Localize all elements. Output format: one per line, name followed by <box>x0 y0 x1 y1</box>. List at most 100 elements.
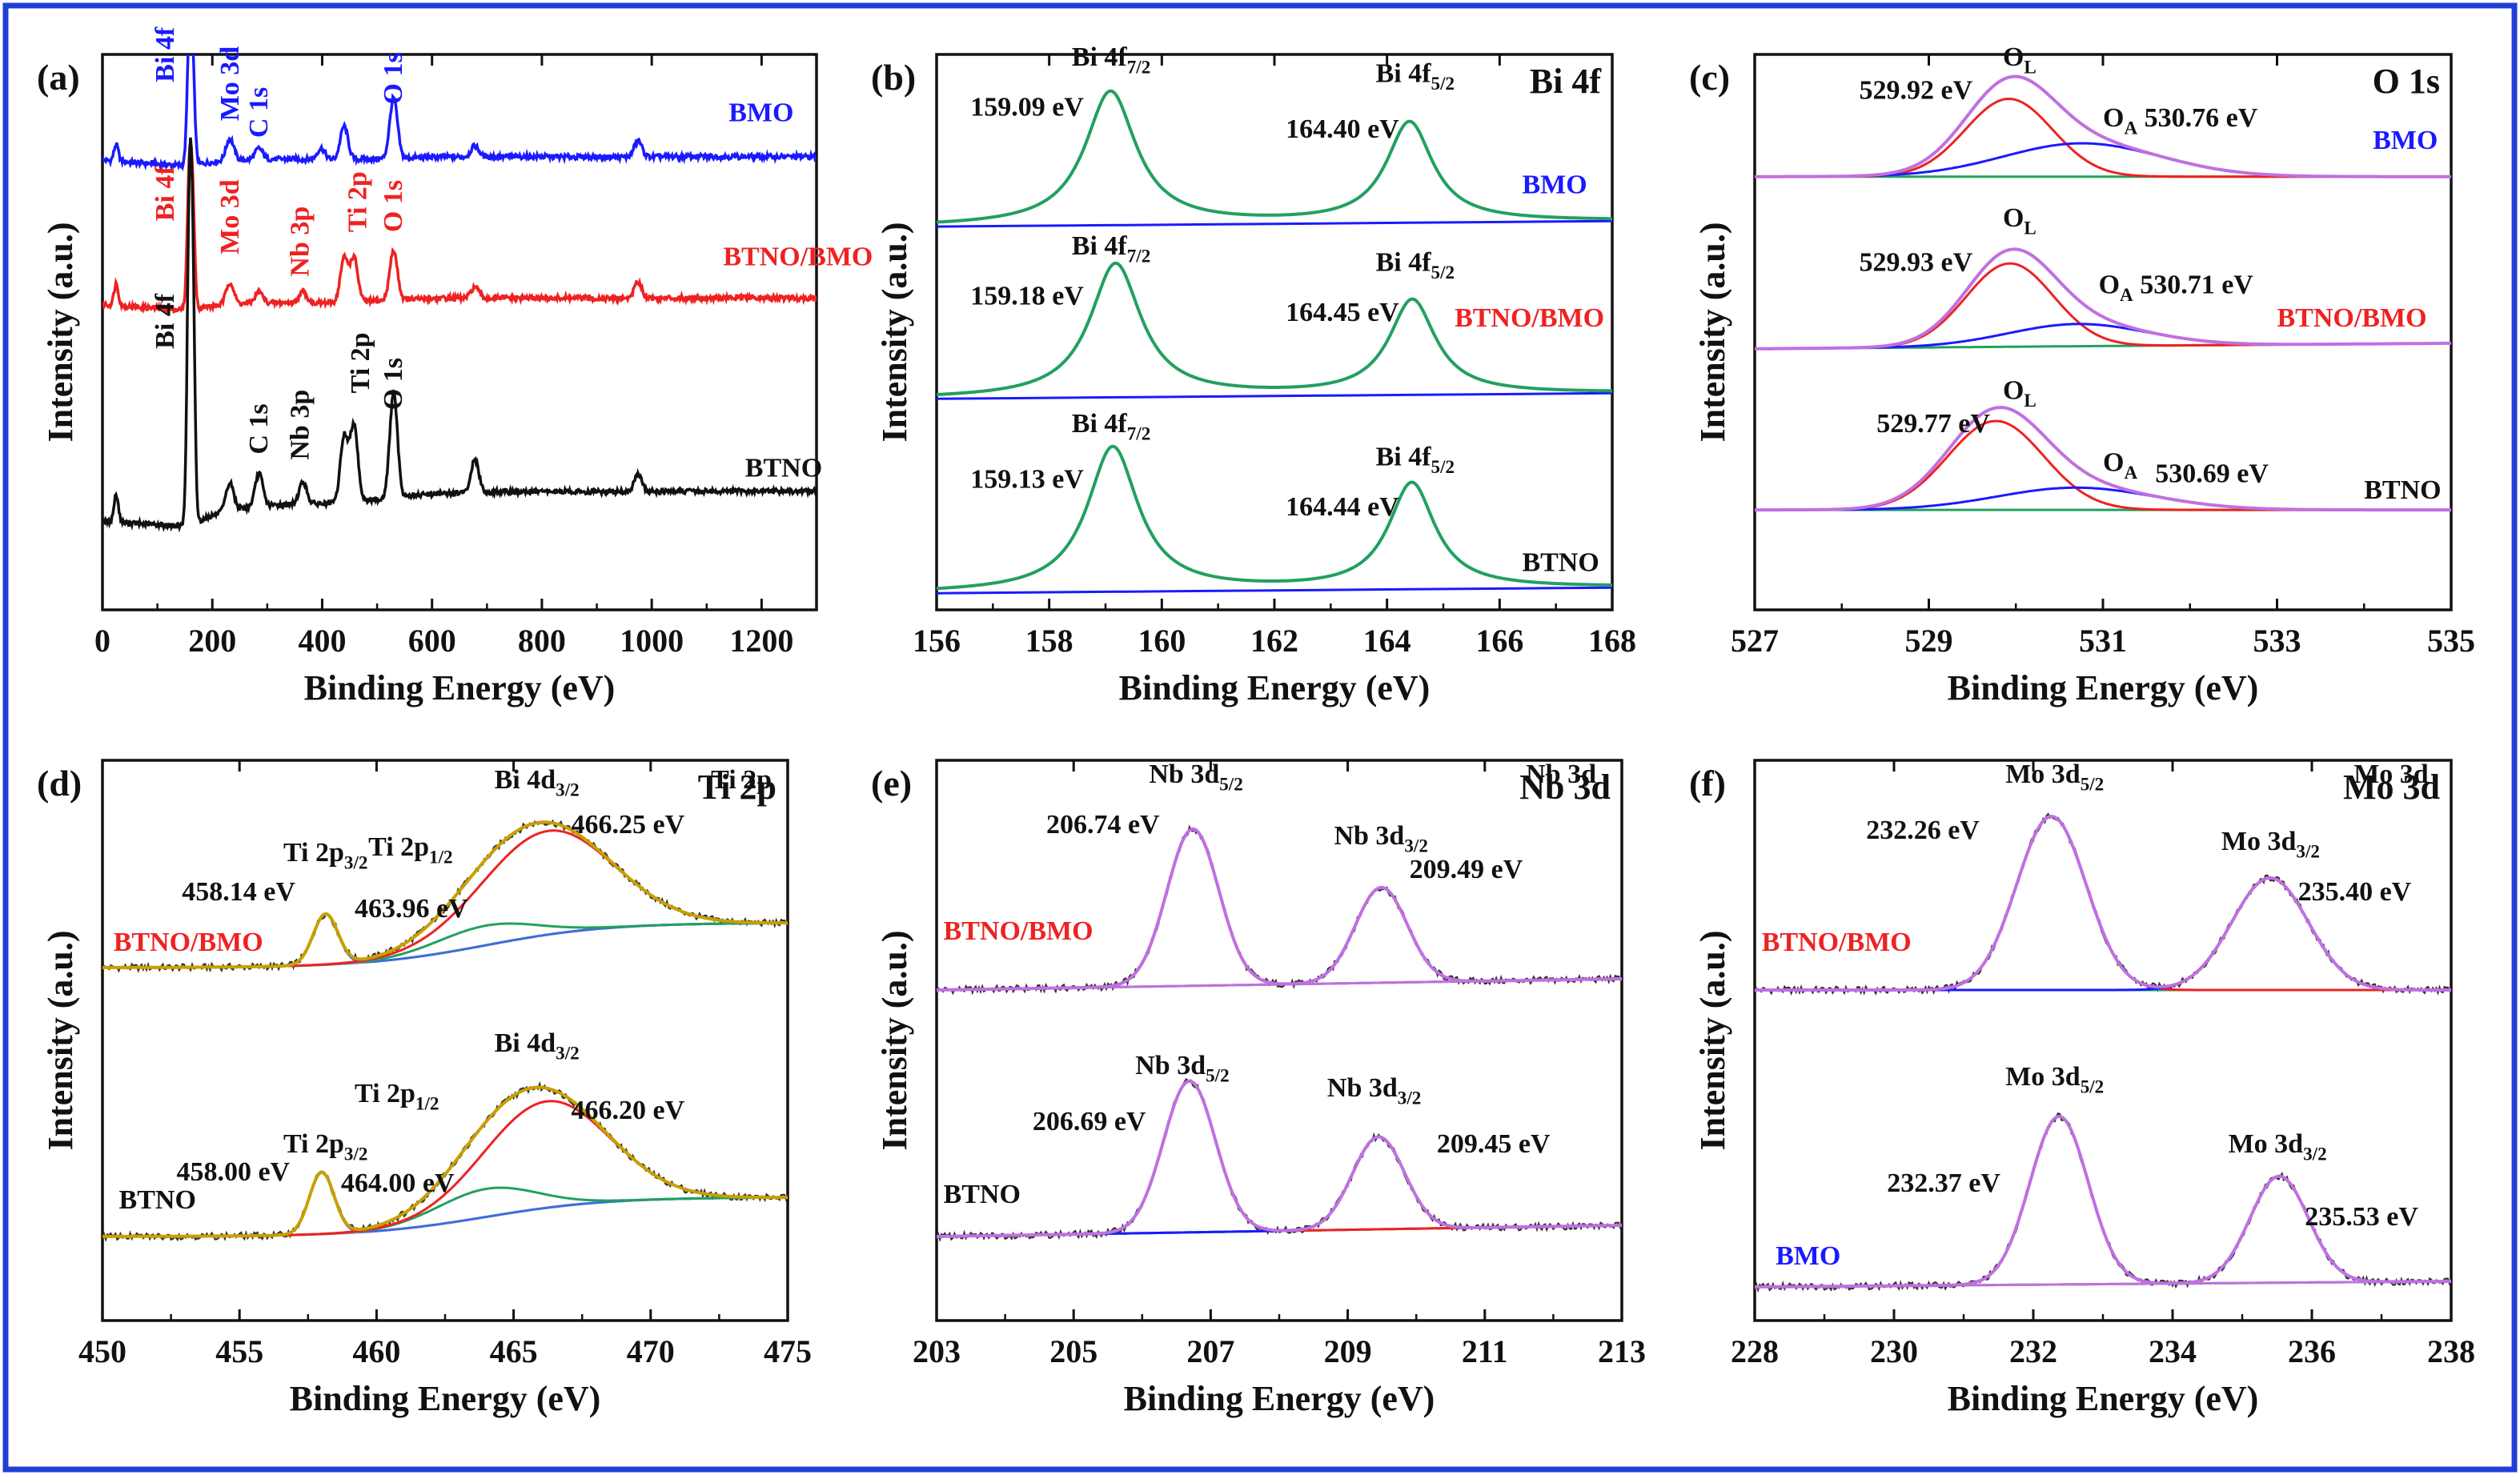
panel-title: Ti 2p <box>698 768 776 807</box>
x-tick-label: 207 <box>1186 1333 1234 1369</box>
annotation-164-44-ev: 164.44 eV <box>1286 492 1399 522</box>
plot-frame <box>101 53 818 611</box>
x-tick-label: 158 <box>1025 623 1073 659</box>
panel-label: (f) <box>1689 763 1726 804</box>
panel-title: Mo 3d <box>2343 768 2440 807</box>
series-bmo-envelope <box>1755 74 2451 178</box>
x-axis-label: Binding Energy (eV) <box>1124 1379 1435 1418</box>
annotation-o-1s: O 1s <box>379 358 408 410</box>
annotation-btno: BTNO <box>745 453 822 483</box>
plot-area <box>937 824 1622 1243</box>
series-bmo <box>102 54 817 173</box>
annotation-o-l: OL <box>2003 42 2036 78</box>
annotation-o-1s: O 1s <box>379 52 408 104</box>
series-btno-fit <box>937 444 1612 591</box>
annotations: OL 529.92 eV OA 530.76 eV BMO OL 529.93 eV OA … <box>1860 42 2442 505</box>
annotation-mo-3d3-2: Mo 3d3/2 <box>2221 827 2320 863</box>
x-tick-label: 465 <box>490 1333 538 1369</box>
x-tick-label: 470 <box>627 1333 675 1369</box>
x-tick-label: 0 <box>94 623 110 659</box>
series-btno-bmo-component-0 <box>937 828 1622 992</box>
annotation-o-a-530-71-ev: OA 530.71 eV <box>2099 270 2254 306</box>
panel-label: (d) <box>37 763 82 804</box>
x-axis-label: Binding Energy (eV) <box>1119 668 1431 707</box>
x-tick-label: 1200 <box>729 623 793 659</box>
annotation-466-20-ev: 466.20 eV <box>572 1096 685 1125</box>
annotation-209-49-ev: 209.49 eV <box>1410 855 1523 884</box>
series-btno-bmo-envelope <box>937 827 1622 992</box>
x-tick-label: 162 <box>1250 623 1298 659</box>
series-bmo <box>1755 1112 2451 1293</box>
annotation-o-l: OL <box>2003 203 2036 239</box>
annotation-btno: BTNO <box>2364 475 2441 505</box>
annotation-mo-3d: Mo 3d <box>215 46 245 122</box>
panel-title: Nb 3d <box>1519 768 1611 807</box>
series-btno-bmo <box>102 819 788 973</box>
x-tick-label: 168 <box>1588 623 1636 659</box>
y-axis-label: Intensity (a.u.) <box>1693 222 1732 442</box>
annotations: Bi 4f7/2 159.09 eV Bi 4f5/2 164.40 eV BMO Bi … <box>970 42 1604 578</box>
series-bmo <box>937 89 1612 228</box>
annotation-mo-3d5-2: Mo 3d5/2 <box>2005 1062 2104 1098</box>
x-tick-label: 156 <box>913 623 961 659</box>
plot-area <box>1755 74 2451 512</box>
series-btno-bmo <box>1755 812 2451 996</box>
annotation-bi-4f7-2: Bi 4f7/2 <box>1072 231 1150 267</box>
annotation-ti-2p3-2: Ti 2p3/2 <box>283 1129 367 1165</box>
y-axis-label: Intensity (a.u.) <box>875 930 914 1150</box>
annotation-bi-4d3-2: Bi 4d3/2 <box>495 1028 580 1064</box>
x-tick-label: 535 <box>2427 623 2475 659</box>
series-bmo-envelope <box>1755 1115 2451 1289</box>
annotation-nb-3d5-2: Nb 3d5/2 <box>1135 1051 1229 1087</box>
annotation-o-l: OL <box>2003 375 2036 411</box>
series-btno-bmo-fit <box>937 261 1612 396</box>
annotation-bi-4f5-2: Bi 4f5/2 <box>1376 443 1455 479</box>
annotation-mo-3d5-2: Mo 3d5/2 <box>2005 760 2104 796</box>
x-tick-label: 160 <box>1138 623 1186 659</box>
annotation-nb-3p: Nb 3p <box>285 390 315 460</box>
x-tick-label: 164 <box>1363 623 1411 659</box>
annotation-ti-2p: Ti 2p <box>346 332 375 393</box>
series-btno-bmo-raw <box>937 824 1622 996</box>
annotation-458-14-ev: 458.14 eV <box>182 877 295 907</box>
series-btno-envelope <box>1755 406 2451 512</box>
x-tick-label: 450 <box>78 1333 126 1369</box>
annotation-529-92-ev: 529.92 eV <box>1860 76 1973 106</box>
series-btno-line <box>102 137 817 533</box>
x-axis-label: Binding Energy (eV) <box>304 668 616 707</box>
annotation-btno-bmo: BTNO/BMO <box>114 928 263 957</box>
annotation-ti-2p1-2: Ti 2p1/2 <box>355 1079 439 1115</box>
series-btno-bmo-line <box>102 142 817 315</box>
annotation-btno-bmo: BTNO/BMO <box>944 916 1093 946</box>
x-tick-label: 211 <box>1462 1333 1508 1369</box>
series-btno-raw <box>937 1077 1622 1243</box>
annotation-529-77-ev: 529.77 eV <box>1876 409 1990 439</box>
x-tick-label: 455 <box>215 1333 263 1369</box>
panel-f: 228 230 232 234 236 238 Binding Energy (eV) Int… <box>1689 759 2475 1418</box>
annotation-bmo: BMO <box>2373 126 2438 155</box>
x-tick-label: 1000 <box>620 623 684 659</box>
annotation-159-09-ev: 159.09 eV <box>970 92 1084 122</box>
annotation-ti-2p: Ti 2p <box>343 171 372 232</box>
series-btno-bmo <box>102 142 817 315</box>
series-btno-bmo-envelope <box>1755 814 2451 992</box>
series-btno-bmo-envelope <box>102 820 788 969</box>
x-tick-label: 209 <box>1324 1333 1372 1369</box>
annotation-bi-4d3-2: Bi 4d3/2 <box>495 765 580 801</box>
x-tick-label: 800 <box>518 623 566 659</box>
annotation-mo-3d3-2: Mo 3d3/2 <box>2229 1129 2327 1165</box>
annotation-232-26-ev: 232.26 eV <box>1866 816 1980 845</box>
series-btno <box>937 444 1612 595</box>
annotation-btno: BTNO <box>119 1185 196 1215</box>
plot-area <box>1755 812 2451 1293</box>
annotation-bmo: BMO <box>1522 170 1587 200</box>
annotation-o-1s: O 1s <box>379 180 408 232</box>
annotation-466-25-ev: 466.25 eV <box>572 810 685 840</box>
annotations: Mo 3d5/2 Mo 3d 232.26 eV Mo 3d3/2 235.40 eV B… <box>1762 760 2429 1271</box>
annotation-btno: BTNO <box>944 1180 1021 1209</box>
y-axis-label: Intensity (a.u.) <box>1693 930 1732 1150</box>
x-tick-label: 600 <box>408 623 456 659</box>
x-tick-label: 238 <box>2427 1333 2475 1369</box>
series-btno-envelope <box>937 1079 1622 1238</box>
